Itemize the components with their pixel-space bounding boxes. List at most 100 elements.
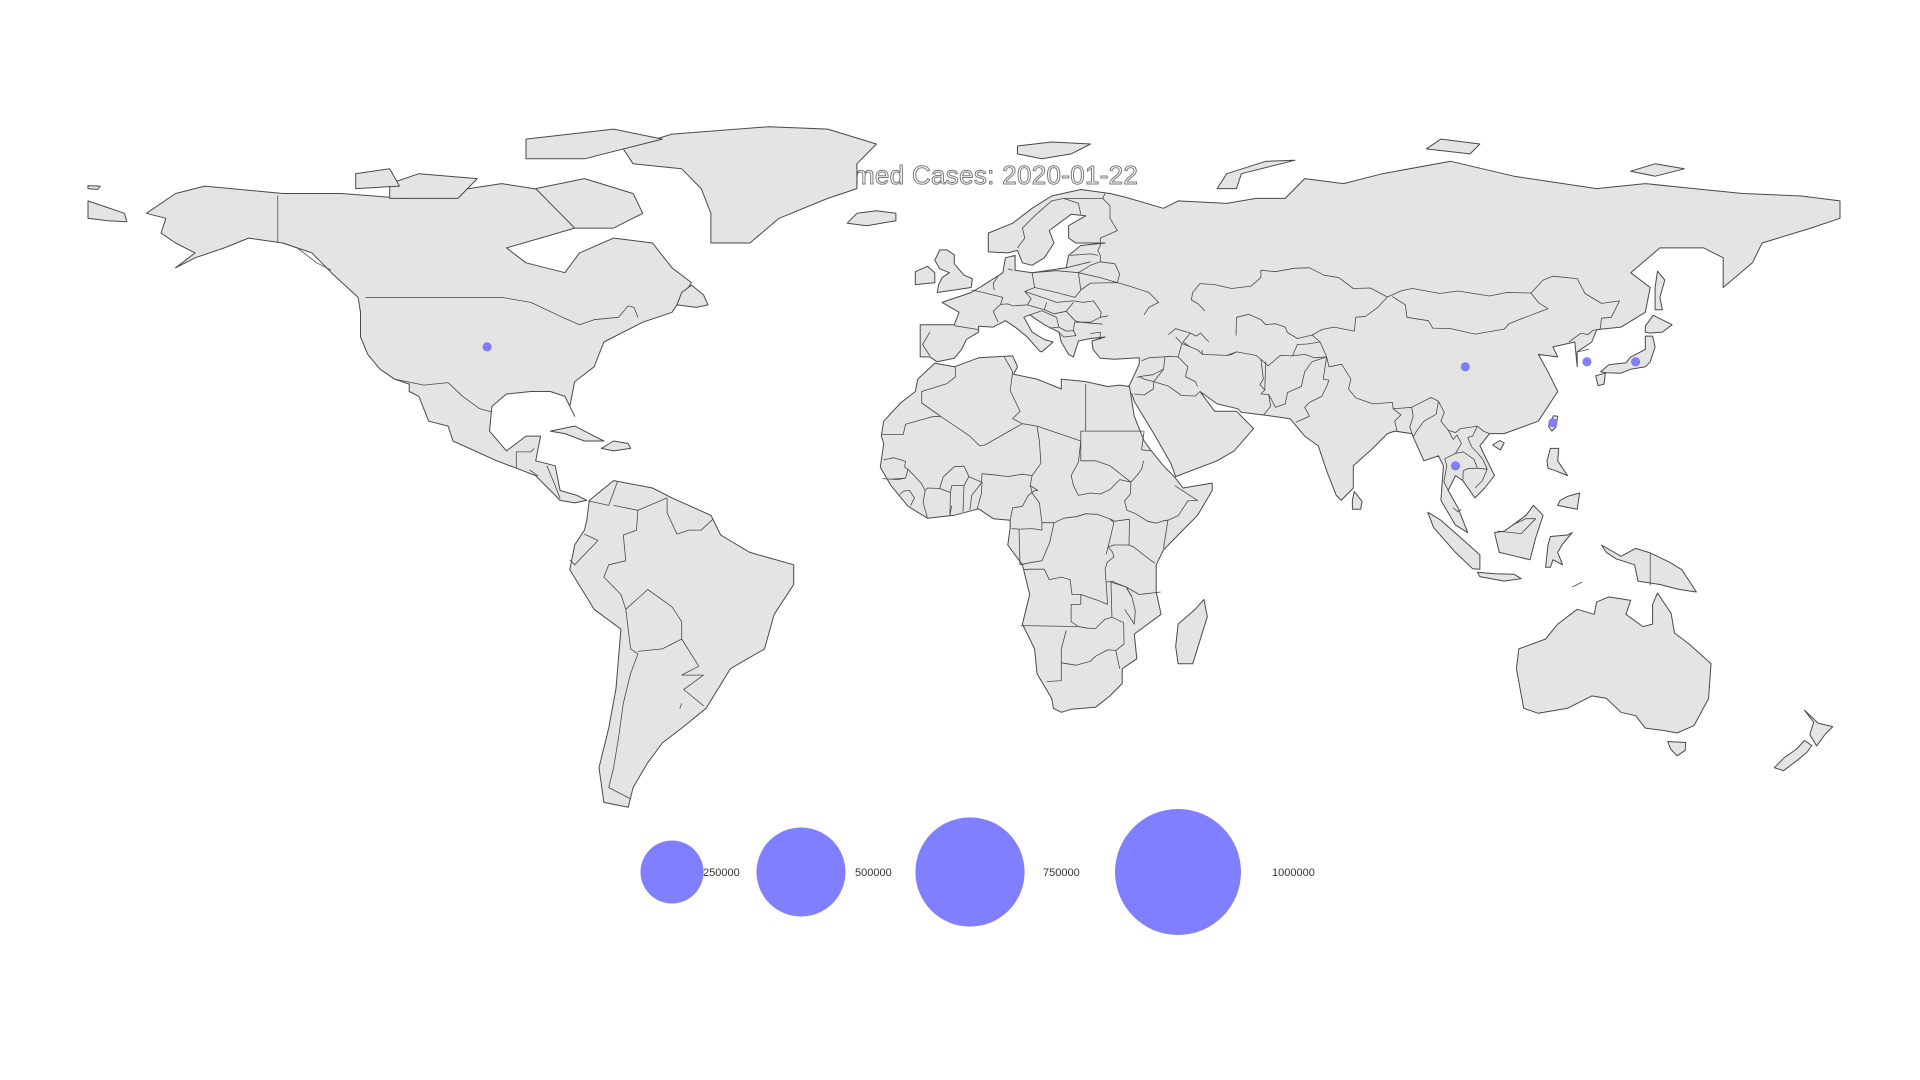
country-border xyxy=(1073,300,1102,318)
land-newfoundland xyxy=(676,284,709,308)
country-border xyxy=(1201,349,1203,355)
country-border xyxy=(1060,630,1067,650)
country-border xyxy=(1075,513,1086,518)
legend-label-750000: 750000 xyxy=(1043,867,1080,879)
country-border xyxy=(1190,267,1388,336)
land-iceland xyxy=(846,210,897,227)
country-border xyxy=(1046,648,1062,682)
country-border xyxy=(637,497,668,511)
country-border xyxy=(962,485,965,512)
land-java xyxy=(1476,571,1522,582)
country-border xyxy=(1141,431,1152,452)
case-marker-thailand xyxy=(1451,461,1461,471)
country-border xyxy=(1110,581,1136,625)
land-luzon xyxy=(1546,447,1568,477)
country-border xyxy=(1452,507,1462,513)
land-new-guinea xyxy=(1601,544,1697,593)
country-border xyxy=(1572,581,1583,588)
country-border xyxy=(546,465,561,499)
country-border xyxy=(613,505,639,561)
country-border xyxy=(515,448,535,469)
size-legend: 250000 500000 750000 1000000 xyxy=(640,809,1315,935)
legend-label-500000: 500000 xyxy=(855,867,892,879)
land-africa xyxy=(879,355,1213,713)
land-eurasia xyxy=(919,160,1841,534)
case-marker-taiwan xyxy=(1548,418,1558,428)
land-tasmania xyxy=(1667,741,1687,757)
land-novaya-zemlya xyxy=(1216,159,1296,190)
country-border xyxy=(1568,329,1601,343)
land-wrangel xyxy=(87,185,101,190)
land-borneo xyxy=(1494,504,1544,561)
country-border xyxy=(1073,321,1103,331)
country-border xyxy=(949,492,953,516)
land-north-america xyxy=(145,183,692,504)
country-border xyxy=(1044,302,1074,315)
country-border xyxy=(922,331,931,357)
country-border xyxy=(1023,568,1082,605)
case-marker-south-korea xyxy=(1582,357,1592,367)
land-sulawesi xyxy=(1545,532,1573,568)
land-new-zealand-north xyxy=(1804,709,1834,747)
land-severnaya-zemlya xyxy=(1425,138,1481,155)
land-cuba xyxy=(549,425,605,442)
country-border xyxy=(1024,291,1074,303)
country-border xyxy=(1319,341,1327,358)
country-border xyxy=(954,325,979,330)
country-border xyxy=(939,465,970,489)
country-border xyxy=(1080,441,1144,483)
country-border xyxy=(1032,522,1055,563)
country-border xyxy=(1007,268,1013,271)
country-border xyxy=(992,275,999,291)
land-sri-lanka xyxy=(1351,491,1363,510)
country-border xyxy=(1080,282,1160,316)
legend-label-250000: 250000 xyxy=(703,867,740,879)
country-border xyxy=(625,589,683,650)
country-border xyxy=(1163,520,1169,549)
country-border xyxy=(282,242,332,271)
country-border xyxy=(1177,356,1198,387)
legend-bubble-250000 xyxy=(640,840,704,904)
country-border xyxy=(1125,586,1133,598)
country-border xyxy=(1000,272,1035,307)
country-border xyxy=(637,648,663,652)
country-border xyxy=(1530,275,1620,330)
country-border xyxy=(365,296,639,326)
country-border xyxy=(1409,407,1414,438)
country-border xyxy=(1065,311,1109,323)
country-border xyxy=(882,457,909,481)
land-hispaniola xyxy=(600,440,632,452)
land-japan-hokkaido xyxy=(1644,314,1673,334)
country-border xyxy=(1030,310,1060,329)
country-border xyxy=(1017,197,1082,249)
country-border xyxy=(922,490,928,519)
country-border xyxy=(1497,518,1537,534)
country-border xyxy=(1235,313,1321,357)
country-border xyxy=(1295,356,1330,423)
country-border xyxy=(1135,513,1168,524)
country-border xyxy=(608,629,639,800)
country-border xyxy=(1128,544,1156,564)
land-mindanao xyxy=(1557,492,1581,510)
country-border xyxy=(1467,425,1488,489)
country-border xyxy=(1090,331,1101,340)
country-border xyxy=(394,378,492,413)
country-border xyxy=(679,703,683,709)
country-border xyxy=(1058,326,1077,338)
land-sumatra xyxy=(1427,511,1481,570)
country-border xyxy=(1066,261,1091,269)
legend-label-1000000: 1000000 xyxy=(1272,867,1315,879)
country-border xyxy=(1167,485,1198,521)
country-border xyxy=(666,497,714,535)
country-border xyxy=(1020,625,1088,629)
land-japan-kyushu xyxy=(1595,372,1606,387)
country-border xyxy=(1078,245,1101,274)
country-border xyxy=(1513,514,1536,525)
country-border xyxy=(1009,390,1023,425)
country-border xyxy=(1577,348,1590,353)
case-marker-japan xyxy=(1631,357,1641,367)
land-south-america xyxy=(569,480,795,808)
country-border xyxy=(1078,261,1121,284)
country-border xyxy=(584,533,599,541)
